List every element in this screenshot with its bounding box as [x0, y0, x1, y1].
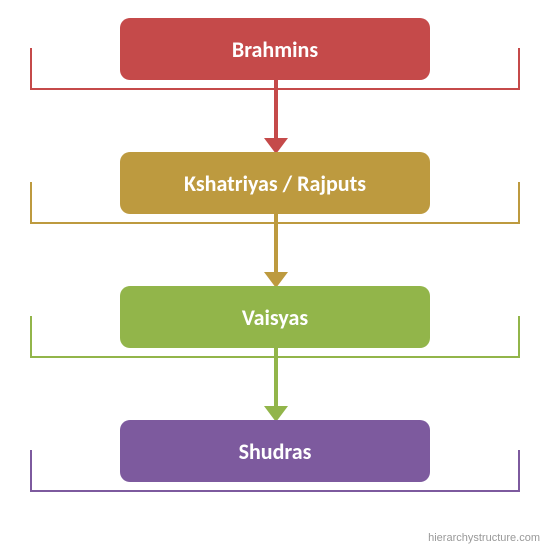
arrow-line: [274, 80, 278, 138]
arrow-line: [274, 348, 278, 406]
arrow-line: [274, 214, 278, 272]
level-box: Kshatriyas / Rajputs: [120, 152, 430, 214]
level-box: Shudras: [120, 420, 430, 482]
level-box: Vaisyas: [120, 286, 430, 348]
level-box: Brahmins: [120, 18, 430, 80]
credit-text: hierarchystructure.com: [428, 532, 540, 544]
